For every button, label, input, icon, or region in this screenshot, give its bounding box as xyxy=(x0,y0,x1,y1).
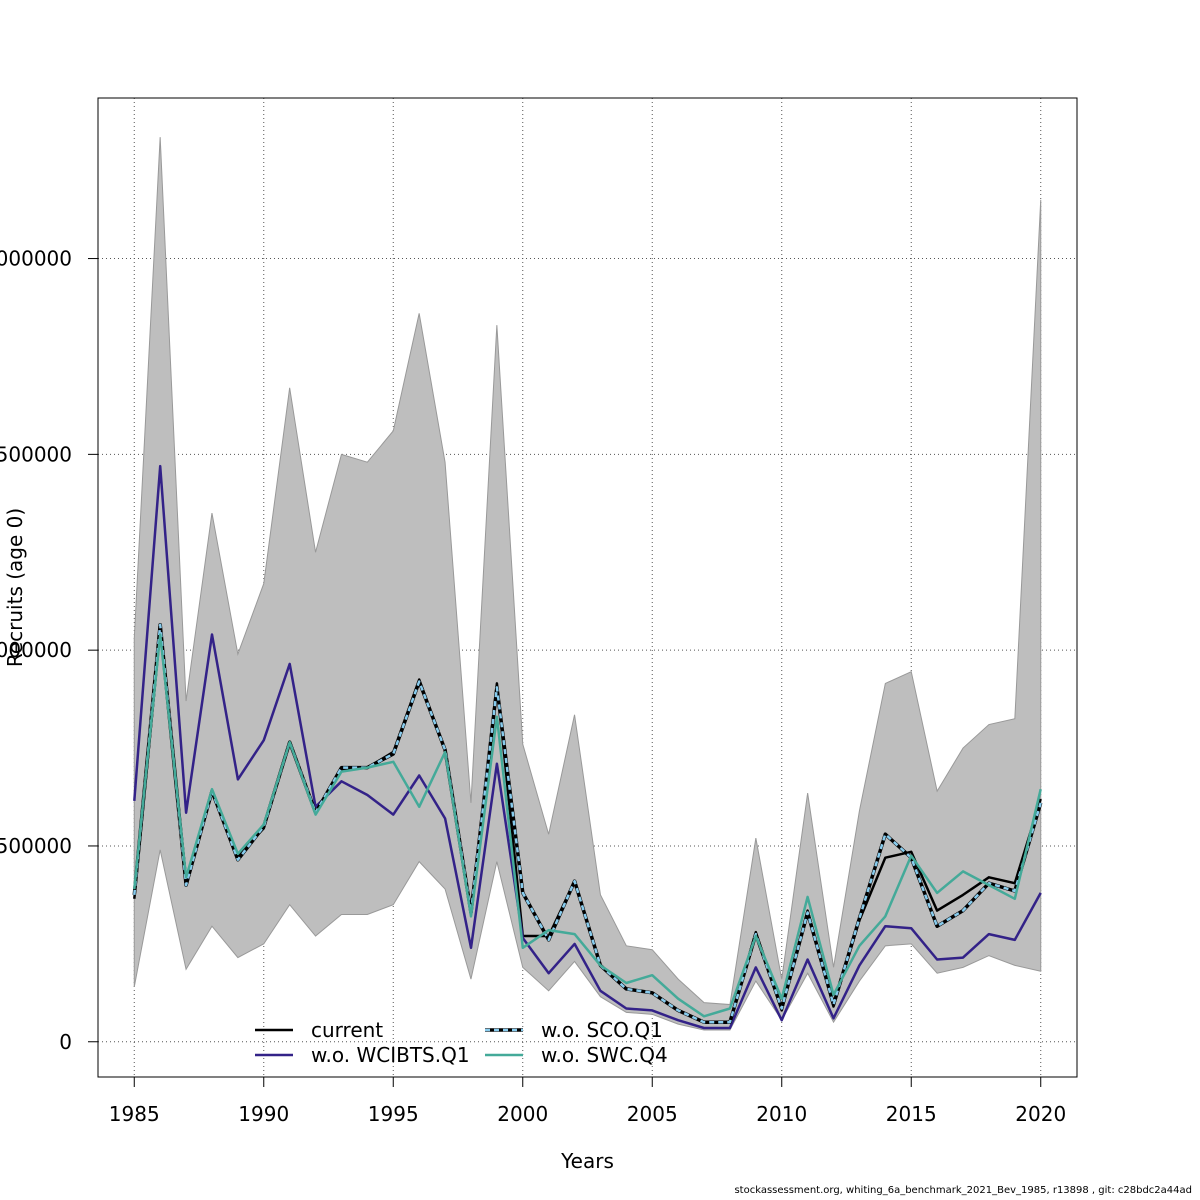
y-tick-label: 0 xyxy=(59,1030,72,1054)
footer-source-note: stockassessment.org, whiting_6a_benchmar… xyxy=(734,1185,1192,1196)
y-axis: 0 500000 1000000 1500000 2000000 xyxy=(0,247,98,1054)
y-tick-label: 500000 xyxy=(0,834,72,858)
legend-label-w-o-swc-q4: w.o. SWC.Q4 xyxy=(541,1043,668,1067)
x-axis: 1985 1990 1995 2000 2005 2010 2015 2020 xyxy=(109,1076,1066,1126)
x-tick-label: 2015 xyxy=(886,1102,937,1126)
x-tick-label: 1985 xyxy=(109,1102,160,1126)
x-tick-label: 2010 xyxy=(756,1102,807,1126)
y-axis-label: Recruits (age 0) xyxy=(3,508,27,667)
y-tick-label: 1000000 xyxy=(0,638,72,662)
x-tick-label: 2005 xyxy=(627,1102,678,1126)
y-tick-label: 1500000 xyxy=(0,442,72,466)
x-tick-label: 1990 xyxy=(238,1102,289,1126)
x-axis-label: Years xyxy=(560,1149,614,1173)
legend-label-w-o-wcibts-q1: w.o. WCIBTS.Q1 xyxy=(311,1043,470,1067)
confidence-band-area xyxy=(133,137,1042,1031)
legend-label-current: current xyxy=(311,1018,383,1042)
series-line-w-o-wcibts-q1 xyxy=(133,464,1042,1030)
y-tick-label: 2000000 xyxy=(0,247,72,271)
series-line-w-o-swc-q4 xyxy=(133,633,1042,1018)
confidence-band xyxy=(133,137,1042,1031)
series-lines xyxy=(132,464,1043,1030)
x-tick-label: 2020 xyxy=(1015,1102,1066,1126)
x-tick-label: 2000 xyxy=(497,1102,548,1126)
legend-label-w-o-sco-q1: w.o. SCO.Q1 xyxy=(541,1018,663,1042)
x-tick-label: 1995 xyxy=(368,1102,419,1126)
